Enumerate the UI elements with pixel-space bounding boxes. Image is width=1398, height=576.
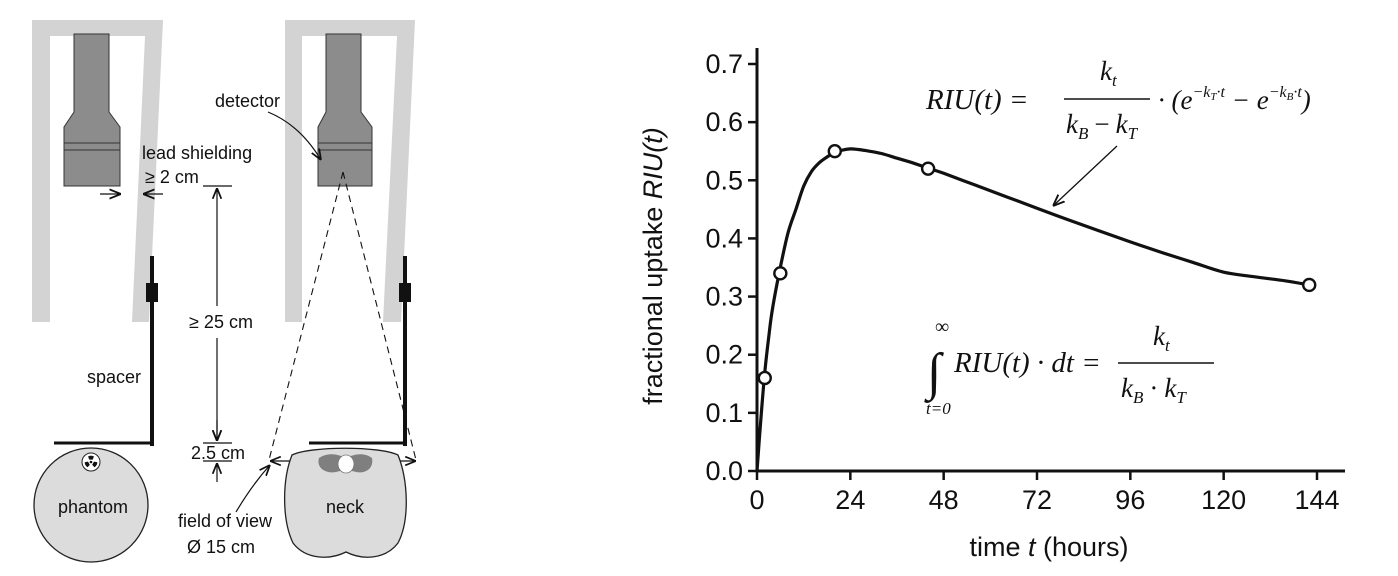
model-callout-arrow bbox=[1053, 145, 1118, 206]
spacer-rod-right bbox=[403, 256, 407, 446]
lead-shielding-label: lead shielding bbox=[142, 143, 252, 163]
data-point bbox=[827, 144, 842, 159]
diagram: phantom neck bbox=[32, 20, 417, 563]
detector-callout-arrow bbox=[267, 111, 321, 160]
data-point bbox=[920, 161, 936, 176]
y-tick-label: 0.4 bbox=[705, 223, 743, 253]
spacer-gap-dimension: 2.5 cm bbox=[191, 420, 245, 482]
model-lhs: RIU(t) = bbox=[925, 84, 1029, 116]
detector-label: detector bbox=[215, 91, 280, 111]
spacer-clamp-right bbox=[399, 283, 411, 302]
y-tick-label: 0.6 bbox=[705, 107, 743, 137]
y-tick-label: 0.5 bbox=[705, 165, 743, 195]
integral-sign: ∫ bbox=[924, 344, 944, 403]
neck: neck bbox=[283, 447, 407, 558]
spacer-gap-label: 2.5 cm bbox=[191, 443, 245, 463]
integral-body: RIU(t) · dt = bbox=[953, 347, 1101, 379]
y-tick-label: 0.2 bbox=[705, 340, 743, 370]
series-line-fit bbox=[755, 147, 1311, 473]
x-tick-label: 72 bbox=[1022, 485, 1052, 515]
integral-equation: ∞ ∫ t=0 RIU(t) · dt = kt kB · kT bbox=[924, 316, 1214, 418]
trachea bbox=[337, 454, 355, 474]
x-tick-label: 144 bbox=[1294, 485, 1339, 515]
spacer-label: spacer bbox=[87, 367, 141, 387]
x-axis-ticks: 0 24 48 72 96 120 144 bbox=[749, 471, 1340, 515]
data-point bbox=[1302, 277, 1317, 293]
spacer-rod-left bbox=[150, 256, 154, 446]
shield-thickness-label: ≥ 2 cm bbox=[145, 167, 199, 187]
spacer-clamp-left bbox=[146, 283, 158, 302]
radiation-trefoil-icon bbox=[84, 455, 98, 468]
x-axis-label-unit: (hours) bbox=[1036, 532, 1129, 562]
distance-dimension: ≥ 25 cm bbox=[189, 185, 253, 444]
phantom: phantom bbox=[33, 447, 149, 563]
distance-label: ≥ 25 cm bbox=[189, 312, 253, 332]
model-numerator: kt bbox=[1100, 56, 1118, 90]
x-tick-label: 120 bbox=[1201, 485, 1246, 515]
y-axis-label-text: fractional uptake bbox=[638, 199, 668, 405]
y-axis-ticks: 0.0 0.1 0.2 0.3 0.4 0.5 0.6 0.7 bbox=[705, 49, 757, 486]
y-tick-label: 0.1 bbox=[705, 398, 743, 428]
data-point bbox=[757, 370, 772, 386]
x-axis-label-symbol: t bbox=[1028, 532, 1037, 562]
model-equation: RIU(t) = kt kB − kT · (e−kT·t − e−kB·t) bbox=[925, 56, 1311, 206]
x-tick-label: 24 bbox=[835, 485, 865, 515]
x-axis-label-text: time bbox=[969, 532, 1028, 562]
y-tick-label: 0.3 bbox=[705, 282, 743, 312]
x-tick-label: 48 bbox=[929, 485, 959, 515]
fov-callout-arrow bbox=[235, 465, 270, 513]
model-exponential-terms: · (e−kT·t − e−kB·t) bbox=[1158, 84, 1311, 115]
fov-cone-left bbox=[268, 171, 344, 461]
y-tick-label: 0.0 bbox=[705, 456, 743, 486]
x-tick-label: 0 bbox=[749, 485, 764, 515]
y-axis-label: fractional uptake RIU(t) bbox=[638, 127, 668, 405]
field-of-view-label: field of view bbox=[178, 511, 273, 531]
detector-left bbox=[63, 33, 121, 187]
series-points-measured bbox=[757, 144, 1317, 386]
model-denominator: kB − kT bbox=[1066, 109, 1139, 143]
y-axis-label-symbol: RIU(t) bbox=[638, 127, 668, 199]
neck-label: neck bbox=[326, 497, 365, 517]
detector-assembly-right bbox=[268, 20, 417, 461]
x-axis-label: time t (hours) bbox=[969, 532, 1128, 562]
fov-cone-right bbox=[342, 171, 417, 461]
neck-body bbox=[283, 447, 407, 558]
y-tick-label: 0.7 bbox=[705, 49, 743, 79]
integral-numerator: kt bbox=[1153, 321, 1171, 355]
chart-axes bbox=[755, 48, 1345, 473]
detector-right bbox=[317, 33, 373, 187]
uptake-chart: 0.0 0.1 0.2 0.3 0.4 0.5 0.6 0.7 0 24 48 72 96 120 144… bbox=[638, 48, 1345, 562]
integral-denominator: kB · kT bbox=[1121, 373, 1187, 407]
x-tick-label: 96 bbox=[1115, 485, 1145, 515]
integral-upper-limit: ∞ bbox=[935, 316, 949, 338]
phantom-label: phantom bbox=[58, 497, 128, 517]
data-point bbox=[773, 266, 788, 281]
integral-lower-limit: t=0 bbox=[926, 399, 951, 418]
fov-diameter-label: Ø 15 cm bbox=[187, 537, 255, 557]
phantom-body bbox=[33, 447, 149, 563]
detector-assembly-left bbox=[32, 20, 163, 446]
